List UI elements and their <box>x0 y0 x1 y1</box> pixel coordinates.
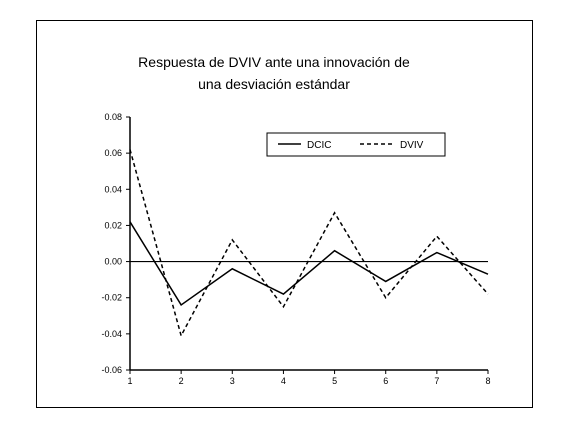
series-line-dviv <box>129 149 489 338</box>
x-tick-label: 2 <box>179 376 184 386</box>
y-tick-label: 0.04 <box>104 184 122 194</box>
x-axis-ticks: 1 2 3 4 5 6 7 8 <box>127 370 491 386</box>
x-tick-label: 5 <box>332 376 337 386</box>
y-axis-ticks: 0.08 0.06 0.04 0.02 0.00 -0.02 -0.04 -0.06 <box>101 112 130 375</box>
x-tick-label: 7 <box>434 376 439 386</box>
chart-title-line-1: Respuesta de DVIV ante una innovación de <box>138 54 410 70</box>
x-tick-label: 8 <box>485 376 490 386</box>
y-tick-label: 0.08 <box>104 112 122 122</box>
legend: DCIC DVIV <box>266 132 446 157</box>
y-tick-label: -0.06 <box>101 365 122 375</box>
y-tick-label: -0.02 <box>101 293 122 303</box>
chart-title-line-2: una desviación estándar <box>198 76 350 92</box>
chart-frame: Respuesta de DVIV ante una innovación de… <box>36 20 533 408</box>
legend-label-dviv: DVIV <box>400 140 424 151</box>
x-tick-label: 3 <box>230 376 235 386</box>
legend-box <box>266 132 446 157</box>
axes <box>129 117 488 371</box>
x-tick-label: 4 <box>281 376 286 386</box>
y-tick-label: 0.02 <box>104 220 122 230</box>
legend-label-dcic: DCIC <box>307 140 331 151</box>
x-tick-label: 6 <box>383 376 388 386</box>
y-tick-label: -0.04 <box>101 329 122 339</box>
y-tick-label: 0.00 <box>104 257 122 267</box>
line-chart: Respuesta de DVIV ante una innovación de… <box>101 54 491 386</box>
series-line-dcic <box>129 221 489 307</box>
y-tick-label: 0.06 <box>104 148 122 158</box>
series-layer <box>129 149 489 338</box>
x-tick-label: 1 <box>127 376 132 386</box>
